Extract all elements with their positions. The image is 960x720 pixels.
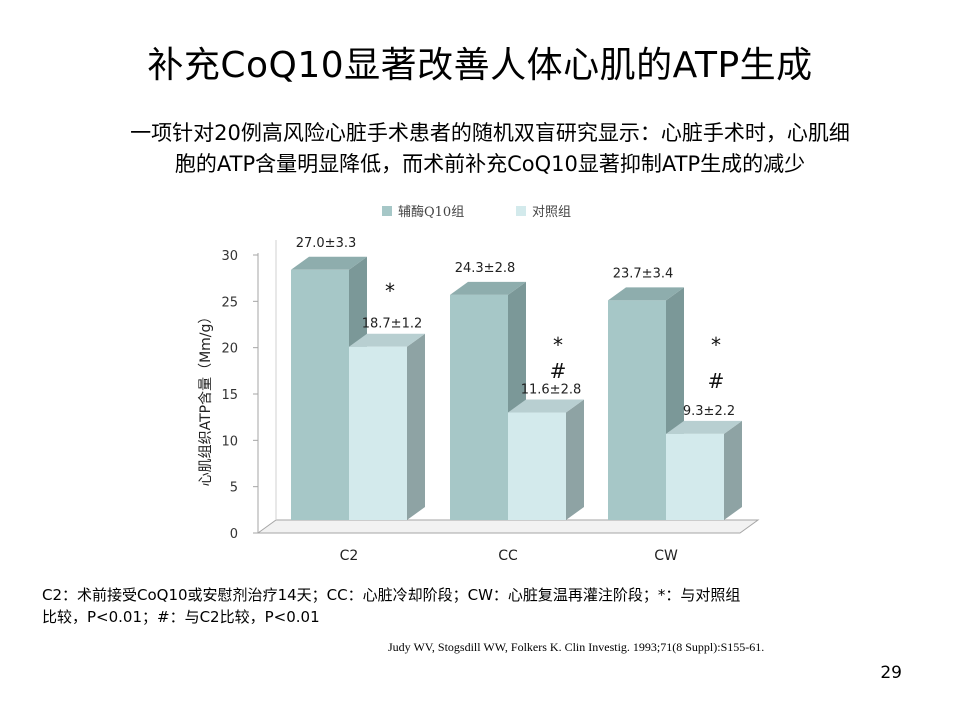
bar: [508, 412, 566, 520]
y-axis-label: 心肌组织ATP含量（Mm/g）: [198, 310, 214, 487]
significance-star: *: [553, 333, 563, 357]
y-tick-label: 20: [221, 342, 238, 357]
reference-citation: Judy WV, Stogsdill WW, Folkers K. Clin I…: [388, 640, 765, 654]
data-label: 27.0±3.3: [296, 236, 357, 251]
bar: [349, 346, 407, 520]
y-tick-label: 10: [221, 434, 238, 449]
chart-floor: [256, 519, 760, 534]
footnote-line-2: 比较，P<0.01；#：与C2比较，P<0.01: [42, 608, 320, 626]
x-tick-label: CC: [498, 548, 518, 564]
y-tick-label: 15: [221, 388, 238, 403]
legend-label: 辅酶Q10组: [398, 204, 464, 220]
footnote-line-1: C2：术前接受CoQ10或安慰剂治疗14天；CC：心脏冷却阶段；CW：心脏复温再…: [42, 586, 741, 604]
bar: [608, 300, 666, 520]
slide-subtitle: 一项针对20例高风险心脏手术患者的随机双盲研究显示：心脏手术时，心肌细 胞的AT…: [40, 118, 940, 180]
y-tick-label: 0: [230, 527, 238, 542]
bar: [666, 433, 724, 520]
significance-star: *: [385, 279, 395, 303]
data-label: 18.7±1.2: [362, 317, 423, 332]
bar-top: [608, 287, 684, 301]
legend-label: 对照组: [532, 205, 571, 220]
bar-top: [450, 281, 526, 295]
bar-side: [724, 420, 742, 520]
bar: [291, 269, 349, 520]
bar-top: [508, 399, 584, 413]
data-label: 23.7±3.4: [613, 266, 674, 281]
bar-top: [291, 256, 367, 270]
bar-top: [349, 333, 425, 347]
bar-side: [566, 399, 584, 520]
data-label: 11.6±2.8: [521, 383, 582, 398]
data-label: 24.3±2.8: [455, 261, 516, 276]
x-tick-label: C2: [340, 548, 359, 564]
page-number: 29: [880, 663, 902, 683]
subtitle-line-1: 一项针对20例高风险心脏手术患者的随机双盲研究显示：心脏手术时，心肌细: [130, 121, 850, 145]
legend-swatch: [382, 206, 392, 216]
y-tick-label: 30: [221, 249, 238, 264]
y-tick-label: 5: [230, 481, 238, 496]
legend-swatch: [516, 206, 526, 216]
x-tick-label: CW: [654, 548, 678, 564]
slide-title: 补充CoQ10显著改善人体心肌的ATP生成: [147, 45, 813, 86]
y-tick-label: 25: [221, 295, 238, 310]
data-label: 9.3±2.2: [683, 404, 735, 419]
bar-side: [407, 333, 425, 520]
significance-hash: #: [550, 359, 567, 383]
bar-top: [666, 420, 742, 434]
bar: [450, 294, 508, 520]
subtitle-line-2: 胞的ATP含量明显降低，而术前补充CoQ10显著抑制ATP生成的减少: [174, 152, 806, 176]
significance-star: *: [711, 333, 721, 357]
significance-hash: #: [708, 369, 725, 393]
footnote: C2：术前接受CoQ10或安慰剂治疗14天；CC：心脏冷却阶段；CW：心脏复温再…: [42, 584, 932, 628]
